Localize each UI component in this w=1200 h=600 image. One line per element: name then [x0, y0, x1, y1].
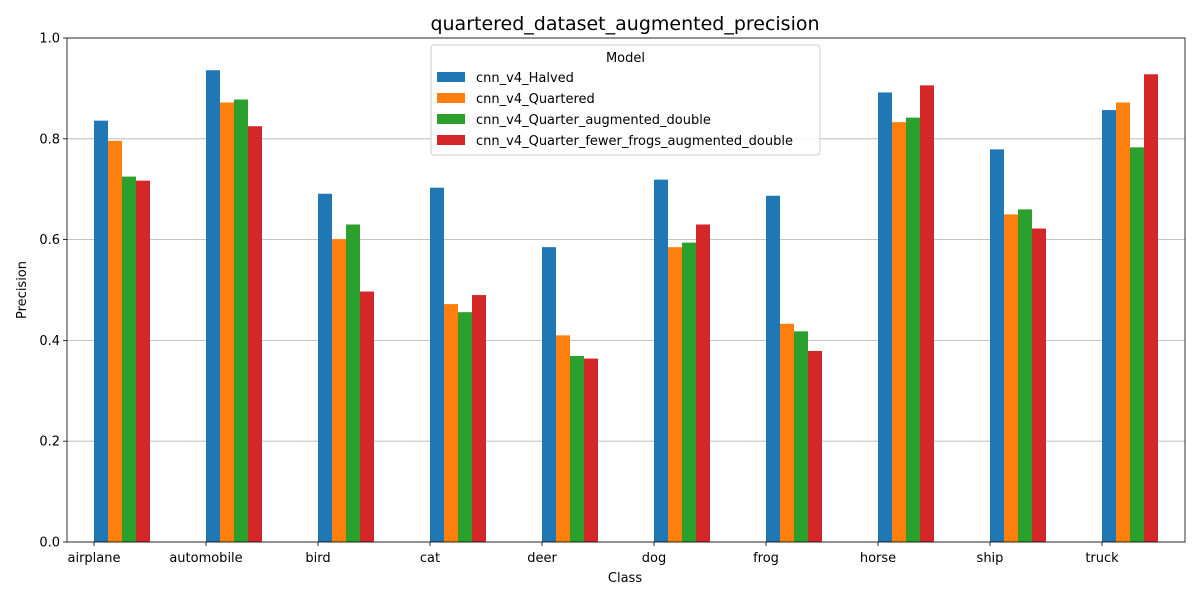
bar-airplane-1: [108, 140, 122, 543]
x-tick-label-ship: ship: [977, 551, 1004, 566]
legend: Model cnn_v4_Halved cnn_v4_Quartered cnn_v4…: [430, 44, 821, 156]
x-tick-label-horse: horse: [860, 551, 896, 566]
x-tick-label-bird: bird: [305, 551, 330, 566]
bar-deer-2: [570, 356, 584, 542]
legend-swatch-1: [437, 93, 465, 103]
x-tick-label-automobile: automobile: [169, 551, 242, 566]
y-tick-label: 0.6: [39, 233, 60, 248]
bar-automobile-0: [206, 70, 220, 543]
x-axis-label: Class: [608, 571, 642, 586]
x-tick-label-dog: dog: [642, 551, 666, 566]
bar-truck-0: [1102, 110, 1116, 543]
x-tick-label-cat: cat: [420, 551, 440, 566]
legend-entry-2: cnn_v4_Quarter_augmented_double: [476, 113, 711, 128]
bar-bird-1: [332, 239, 346, 542]
bar-deer-3: [584, 358, 598, 542]
legend-entry-3: cnn_v4_Quarter_fewer_frogs_augmented_dou…: [476, 134, 793, 149]
bar-horse-2: [906, 117, 920, 542]
chart-title: quartered_dataset_augmented_precision: [430, 13, 819, 35]
bar-frog-3: [808, 350, 822, 542]
legend-swatch-3: [437, 135, 465, 145]
bar-bird-3: [360, 291, 374, 542]
bar-bird-2: [346, 224, 360, 543]
bar-horse-3: [920, 85, 934, 542]
bar-dog-2: [682, 242, 696, 542]
bar-ship-3: [1032, 228, 1046, 542]
bars: [94, 70, 1158, 543]
y-tick-label: 0.8: [39, 132, 60, 147]
bar-frog-2: [794, 331, 808, 542]
y-tick-label: 1.0: [39, 32, 60, 47]
y-axis-label: Precision: [15, 261, 30, 319]
tick-labels: 0.0 0.2 0.4 0.6 0.8 1.0 airplane automobile bird…: [39, 32, 1119, 567]
bar-horse-1: [892, 122, 906, 542]
bar-truck-3: [1144, 74, 1158, 543]
bar-frog-0: [766, 195, 780, 542]
bar-ship-2: [1018, 209, 1032, 543]
bar-automobile-2: [234, 99, 248, 542]
bar-deer-0: [542, 247, 556, 542]
bar-truck-1: [1116, 102, 1130, 543]
bar-truck-2: [1130, 147, 1144, 543]
bar-airplane-3: [136, 180, 150, 542]
bar-airplane-0: [94, 120, 108, 542]
bar-automobile-3: [248, 126, 262, 542]
bar-airplane-2: [122, 176, 136, 542]
bar-ship-0: [990, 149, 1004, 542]
bar-cat-0: [430, 187, 444, 543]
bar-frog-1: [780, 323, 794, 542]
bar-ship-1: [1004, 214, 1018, 542]
bar-bird-0: [318, 193, 332, 542]
legend-box: [430, 44, 821, 156]
bar-dog-1: [668, 247, 682, 542]
bar-automobile-1: [220, 102, 234, 543]
bar-cat-1: [444, 304, 458, 542]
bar-horse-0: [878, 92, 892, 542]
legend-entry-1: cnn_v4_Quartered: [476, 92, 595, 107]
x-tick-label-frog: frog: [753, 551, 779, 566]
x-tick-label-deer: deer: [527, 551, 557, 566]
bar-cat-2: [458, 312, 472, 542]
y-tick-label: 0.0: [39, 536, 60, 551]
bar-deer-1: [556, 335, 570, 542]
x-tick-label-truck: truck: [1085, 551, 1119, 566]
legend-swatch-0: [437, 72, 465, 82]
axes: [63, 37, 1186, 546]
legend-title: Model: [606, 51, 645, 66]
legend-entry-0: cnn_v4_Halved: [476, 71, 574, 86]
bar-cat-3: [472, 295, 486, 542]
x-tick-label-airplane: airplane: [68, 551, 121, 566]
y-tick-label: 0.2: [39, 435, 60, 450]
legend-swatch-2: [437, 114, 465, 124]
bar-dog-0: [654, 179, 668, 542]
bar-dog-3: [696, 224, 710, 543]
plot-frame: [66, 37, 1186, 543]
y-tick-label: 0.4: [39, 334, 60, 349]
